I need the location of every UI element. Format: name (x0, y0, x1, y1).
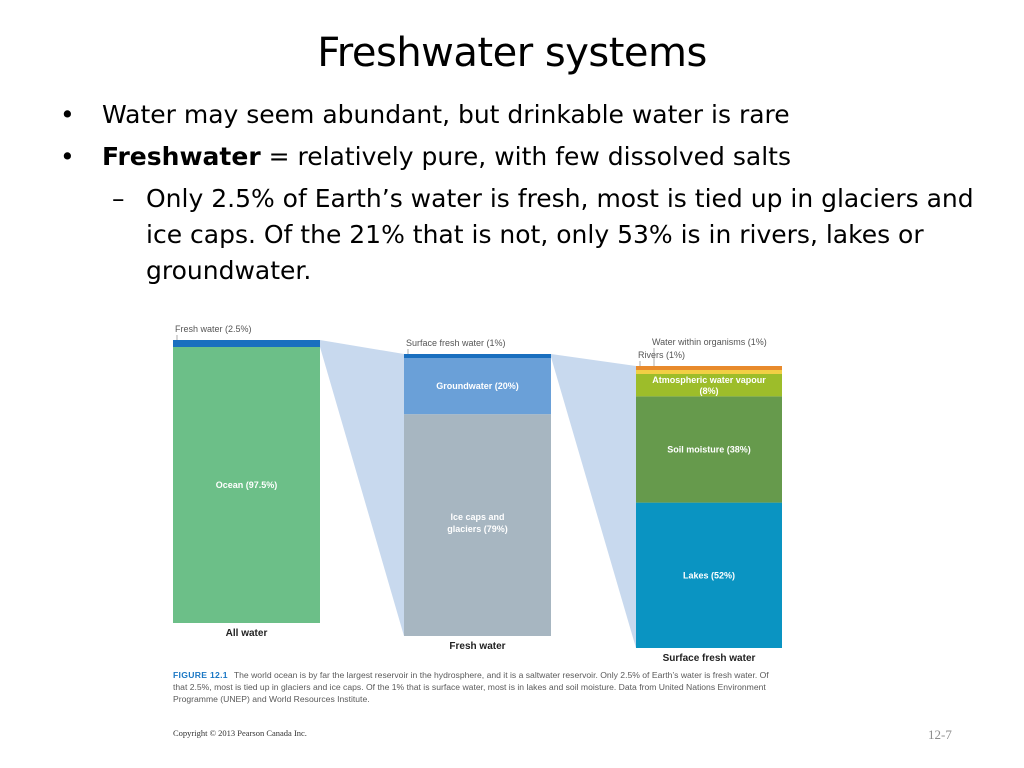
bar-category-label: Surface fresh water (663, 653, 756, 664)
bullet-marker: • (60, 142, 75, 171)
segment-label: Lakes (52%) (683, 570, 735, 580)
callout-label: Water within organisms (1%) (652, 337, 767, 347)
segment-label: Ocean (97.5%) (216, 480, 278, 490)
bullet-list: • Water may seem abundant, but drinkable… (60, 97, 980, 289)
segment-label: glaciers (79%) (447, 524, 508, 534)
bar-segment-lakes (636, 502, 782, 648)
stacked-bar-chart: Ocean (97.5%) Fresh water (2.5%) All water… (173, 324, 782, 664)
bar-segment-surface-fresh-water (404, 354, 551, 358)
segment-label: Soil moisture (38%) (667, 444, 751, 454)
callout-label: Fresh water (2.5%) (175, 324, 252, 334)
bar-segment-rivers (636, 370, 782, 374)
bullet-text: Water may seem abundant, but drinkable w… (102, 100, 790, 129)
segment-label: Atmospheric water vapour (652, 375, 766, 385)
connector-band (551, 354, 636, 648)
sub-bullet-text: Only 2.5% of Earth’s water is fresh, mos… (146, 184, 974, 285)
bar-segment-ocean (173, 347, 320, 623)
bullet-item: • Water may seem abundant, but drinkable… (60, 97, 980, 133)
bar-category-label: Fresh water (449, 641, 505, 652)
bullet-marker: • (60, 100, 75, 129)
slide-title: Freshwater systems (317, 30, 707, 76)
bullet-term: Freshwater (102, 142, 261, 171)
bullet-item: • Freshwater = relatively pure, with few… (60, 139, 980, 175)
segment-label: Groundwater (20%) (436, 381, 519, 391)
page-number: 12-7 (928, 727, 952, 742)
bar-segment-water-within-organisms (636, 366, 782, 370)
sub-bullet-marker: – (112, 184, 125, 213)
bullet-text: = relatively pure, with few dissolved sa… (260, 142, 791, 171)
copyright-notice: Copyright © 2013 Pearson Canada Inc. (173, 728, 307, 738)
bar-segment-fresh-water (173, 340, 320, 347)
bar-segment-atmospheric-water-vapour (636, 374, 782, 397)
bar-segment-soil-moisture (636, 396, 782, 503)
bar-segment-ice-caps-and-glaciers (404, 414, 551, 636)
callout-label: Rivers (1%) (638, 350, 685, 360)
connector-band (320, 340, 404, 636)
bar-category-label: All water (226, 628, 268, 639)
bar-segment-groundwater (404, 358, 551, 415)
segment-label: Ice caps and (450, 512, 504, 522)
figure-label: FIGURE 12.1 (173, 670, 228, 680)
callout-label: Surface fresh water (1%) (406, 338, 506, 348)
water-distribution-figure: Ocean (97.5%) Fresh water (2.5%) All water… (160, 316, 800, 716)
sub-bullet-item: – Only 2.5% of Earth’s water is fresh, m… (60, 181, 980, 289)
figure-caption: FIGURE 12.1 The world ocean is by far the… (173, 669, 783, 705)
caption-text: The world ocean is by far the largest re… (173, 670, 769, 704)
segment-label: (8%) (699, 386, 718, 396)
